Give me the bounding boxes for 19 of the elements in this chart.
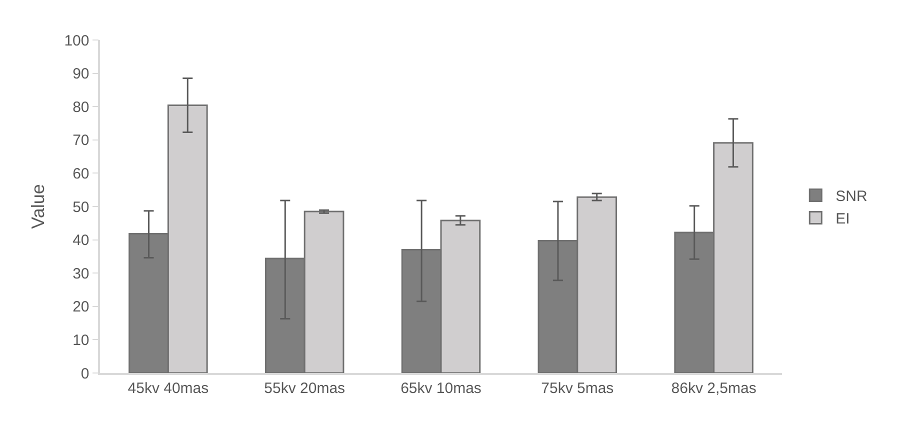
y-axis-title: Value <box>28 184 48 229</box>
x-tick-label: 75kv 5mas <box>541 380 614 397</box>
y-tick-label: 50 <box>72 198 90 216</box>
y-tick-label: 20 <box>72 298 90 316</box>
y-tick-label: 40 <box>72 232 90 250</box>
x-tick-label: 65kv 10mas <box>400 380 482 397</box>
y-tick-label: 0 <box>80 365 90 382</box>
y-tick-label: 80 <box>72 98 90 116</box>
x-tick-label: 45kv 40mas <box>128 380 209 397</box>
x-tick-label: 55kv 20mas <box>264 380 346 397</box>
legend-label: SNR <box>836 188 868 206</box>
y-tick-label: 100 <box>64 32 90 50</box>
x-tick-label: 86kv 2,5mas <box>671 380 756 397</box>
y-tick-label: 90 <box>72 66 90 83</box>
y-tick-label: 30 <box>72 265 90 282</box>
legend-label: EI <box>836 210 850 228</box>
y-tick-label: 70 <box>72 132 90 150</box>
y-tick-label: 60 <box>72 165 90 182</box>
y-tick-label: 10 <box>72 332 90 349</box>
